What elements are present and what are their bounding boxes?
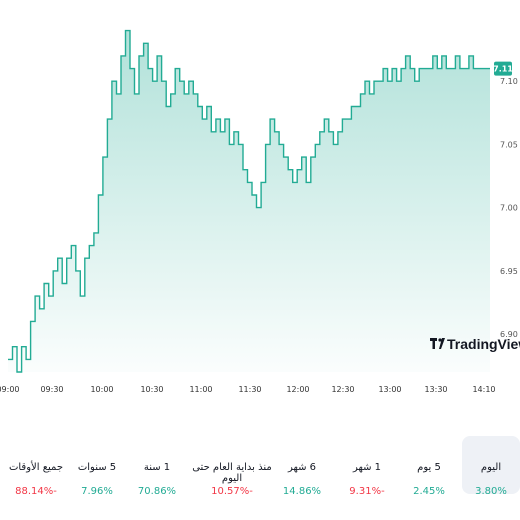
x-tick-label: 10:00 <box>90 385 113 394</box>
period-change-value: 7.96% <box>81 486 113 497</box>
x-tick-label: 12:00 <box>286 385 309 394</box>
tradingview-watermark: TradingView <box>430 336 520 352</box>
period-tab-4[interactable]: منذ بداية العام حتى اليوم 10.57%- <box>182 436 282 497</box>
x-tick-label: 14:10 <box>472 385 495 394</box>
last-price-tag: 7.11 <box>493 61 513 76</box>
period-change-value: 14.86% <box>282 486 322 497</box>
price-chart[interactable]: 6.90 6.95 7.00 7.05 7.10 09:00 09:30 10:00 10:3… <box>0 0 520 400</box>
performance-periods: اليوم 3.80% 5 يوم 2.45% 1 شهر 9.31%- 6 شهر 14.8… <box>0 436 520 516</box>
period-label: جميع الأوقات <box>8 462 64 473</box>
tradingview-brand-text: TradingView <box>447 336 520 352</box>
period-tab-1[interactable]: 5 يوم 2.45% <box>401 436 457 497</box>
period-tab-3[interactable]: 6 شهر 14.86% <box>274 436 330 497</box>
y-tick-label: 7.10 <box>500 77 518 86</box>
price-area-fill <box>8 30 490 372</box>
price-line <box>8 29 490 373</box>
last-price-value: 7.11 <box>493 65 513 74</box>
x-tick-label: 09:00 <box>0 385 20 394</box>
period-change-value: 9.31%- <box>349 486 385 497</box>
x-tick-label: 09:30 <box>40 385 63 394</box>
period-tab-2[interactable]: 1 شهر 9.31%- <box>339 436 395 497</box>
period-label: اليوم <box>480 462 502 473</box>
period-tab-7[interactable]: جميع الأوقات 88.14%- <box>1 436 71 497</box>
period-label: 5 سنوات <box>77 462 117 473</box>
period-label: 5 يوم <box>417 462 441 473</box>
x-tick-label: 13:00 <box>378 385 401 394</box>
x-tick-label: 10:30 <box>140 385 163 394</box>
y-tick-label: 6.95 <box>500 267 518 276</box>
x-tick-label: 13:30 <box>424 385 447 394</box>
period-change-value: 10.57%- <box>211 486 253 497</box>
y-tick-label: 7.05 <box>500 140 518 149</box>
period-label: منذ بداية العام حتى اليوم <box>192 462 272 484</box>
y-tick-label: 6.90 <box>500 330 518 339</box>
period-change-value: 3.80% <box>475 486 507 497</box>
tradingview-logo-icon <box>430 338 445 349</box>
x-tick-label: 11:00 <box>189 385 212 394</box>
period-label: 1 سنة <box>143 462 171 473</box>
period-label: 6 شهر <box>287 462 317 473</box>
y-tick-label: 7.00 <box>500 204 518 213</box>
x-tick-label: 11:30 <box>238 385 261 394</box>
x-tick-label: 12:30 <box>331 385 354 394</box>
period-tab-5[interactable]: 1 سنة 70.86% <box>129 436 185 497</box>
period-change-value: 70.86% <box>137 486 177 497</box>
period-tab-0[interactable]: اليوم 3.80% <box>462 436 520 497</box>
period-label: 1 شهر <box>352 462 382 473</box>
period-tab-6[interactable]: 5 سنوات 7.96% <box>69 436 125 497</box>
period-change-value: 2.45% <box>413 486 445 497</box>
period-change-value: 88.14%- <box>15 486 57 497</box>
